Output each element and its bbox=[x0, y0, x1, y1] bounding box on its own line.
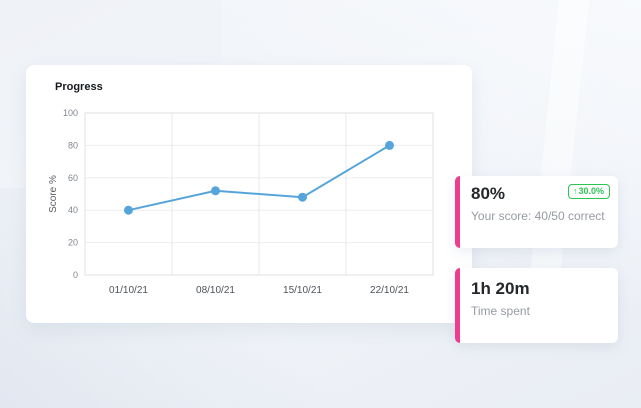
data-point[interactable] bbox=[385, 140, 394, 150]
y-tick-label: 0 bbox=[73, 270, 78, 280]
y-tick-label: 20 bbox=[68, 238, 78, 248]
up-arrow-icon: ↑ bbox=[572, 186, 578, 196]
data-point[interactable] bbox=[211, 186, 220, 196]
time-spent-card: 1h 20m Time spent bbox=[455, 268, 618, 343]
time-spent-subtitle: Time spent bbox=[471, 304, 530, 318]
x-axis-label: 15/10/21 bbox=[283, 285, 322, 296]
score-card-accent-stripe bbox=[455, 176, 460, 248]
score-line bbox=[128, 144, 391, 212]
score-card: 80% ↑ 30.0% Your score: 40/50 correct bbox=[455, 176, 618, 248]
chart-title: Progress bbox=[55, 81, 103, 93]
x-axis-label: 01/10/21 bbox=[109, 285, 148, 296]
y-axis-title: Score % bbox=[48, 175, 59, 213]
y-tick-label: 100 bbox=[63, 108, 78, 118]
data-point[interactable] bbox=[124, 205, 133, 215]
y-tick-label: 60 bbox=[68, 173, 78, 183]
y-tick-label: 80 bbox=[68, 140, 78, 150]
score-subtitle: Your score: 40/50 correct bbox=[471, 209, 605, 223]
score-change-value: 30.0% bbox=[578, 186, 604, 196]
x-axis-label: 08/10/21 bbox=[196, 285, 235, 296]
time-card-accent-stripe bbox=[455, 268, 460, 343]
progress-chart-card: Progress 0 20 40 60 80 100 01/10/21 08/10/21 15/… bbox=[26, 65, 472, 323]
y-tick-label: 40 bbox=[68, 205, 78, 215]
score-change-badge: ↑ 30.0% bbox=[567, 184, 610, 199]
data-point[interactable] bbox=[298, 192, 307, 202]
progress-chart: 0 20 40 60 80 100 01/10/21 08/10/21 15/10/21 22/1… bbox=[48, 108, 434, 296]
time-spent-value: 1h 20m bbox=[471, 279, 530, 298]
x-axis-label: 22/10/21 bbox=[370, 285, 409, 296]
score-value: 80% bbox=[471, 184, 506, 203]
